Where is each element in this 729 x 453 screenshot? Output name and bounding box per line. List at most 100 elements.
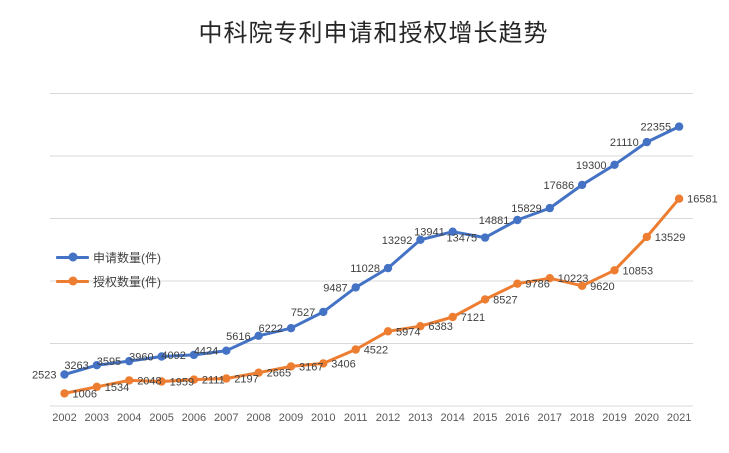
data-point-marker-0 [545,203,554,213]
data-label-0: 13475 [447,233,478,245]
x-tick-label: 2012 [376,412,400,424]
data-label-0: 7527 [291,307,315,319]
legend-item-applications: 申请数量(件) [56,245,161,269]
data-point-marker-1 [545,274,554,283]
series-line-1 [63,197,681,395]
x-tick-label: 2021 [667,412,691,424]
data-point-marker-0 [125,356,134,366]
x-tick-label: 2003 [85,412,109,424]
data-point-marker-1 [351,345,360,354]
data-label-0: 13292 [382,235,413,247]
data-point-marker-0 [642,137,651,147]
series-line-0 [63,125,681,376]
legend-item-grants: 授权数量(件) [56,269,161,293]
data-label-0: 5616 [226,331,250,343]
data-label-1: 1959 [170,377,194,389]
data-label-1: 2048 [137,375,161,387]
data-label-1: 1006 [73,388,97,400]
data-label-1: 16581 [687,194,718,206]
data-label-0: 4092 [161,350,185,362]
data-label-1: 10223 [558,273,589,285]
x-tick-label: 2020 [635,412,659,424]
data-point-marker-0 [480,233,490,242]
data-point-marker-1 [674,194,684,203]
x-tick-label: 2019 [602,412,626,424]
data-point-marker-0 [254,331,263,340]
data-label-1: 9786 [525,279,549,291]
data-point-marker-0 [383,263,393,273]
x-tick-label: 2017 [538,412,562,424]
legend-dot-icon [68,276,77,286]
legend-line-marker-grants [56,276,89,286]
data-label-1: 4522 [364,345,388,357]
data-label-1: 10853 [623,265,654,277]
legend: 申请数量(件) 授权数量(件) [56,245,161,293]
legend-dot-icon [68,252,77,262]
data-point-marker-1 [189,375,199,384]
data-label-1: 7121 [461,312,485,324]
x-tick-label: 2006 [182,412,206,424]
data-point-marker-0 [189,350,199,360]
data-label-1: 13529 [655,232,686,244]
x-tick-label: 2013 [408,412,432,424]
x-tick-label: 2009 [279,412,303,424]
data-label-1: 9620 [590,281,614,293]
chart-title: 中科院专利申请和授权增长趋势 [198,20,549,47]
data-point-marker-1 [577,281,587,290]
data-point-marker-1 [286,362,296,371]
legend-line-marker-applications [56,252,89,262]
legend-label-applications: 申请数量(件) [93,250,161,265]
data-label-0: 13941 [414,227,445,239]
x-tick-label: 2005 [149,412,173,424]
x-tick-label: 2018 [570,412,594,424]
data-point-marker-0 [92,361,102,370]
data-label-1: 2665 [267,368,291,380]
x-tick-label: 2010 [311,412,335,424]
data-point-marker-1 [157,377,166,386]
x-tick-label: 2016 [505,412,529,424]
x-tick-label: 2002 [52,412,76,424]
data-point-marker-1 [383,327,393,336]
x-tick-label: 2004 [117,412,141,424]
data-point-marker-1 [60,389,69,398]
data-label-0: 21110 [610,137,639,149]
data-label-1: 3167 [299,361,323,373]
data-label-0: 3263 [64,360,88,372]
data-label-1: 1534 [105,382,129,394]
data-point-marker-0 [351,283,360,292]
data-point-marker-1 [416,322,425,331]
data-label-0: 17686 [544,180,575,192]
data-point-marker-0 [222,346,231,355]
x-tick-label: 2015 [473,412,497,424]
x-tick-label: 2008 [246,412,270,424]
data-point-marker-0 [286,324,296,333]
data-point-marker-0 [674,122,684,131]
data-point-marker-0 [610,160,619,169]
data-point-marker-1 [642,232,651,242]
data-point-marker-0 [448,227,457,236]
data-label-0: 3960 [129,352,153,364]
data-point-marker-0 [577,180,587,190]
data-label-0: 9487 [323,282,347,294]
data-label-1: 2197 [234,374,258,386]
data-label-1: 8527 [493,294,517,306]
data-label-0: 2523 [32,370,56,382]
data-label-0: 6222 [259,323,283,335]
data-point-marker-1 [610,266,619,275]
data-point-marker-0 [60,370,69,379]
data-label-1: 6383 [428,321,452,333]
data-point-marker-1 [448,312,457,322]
data-point-marker-1 [125,376,134,385]
data-point-marker-0 [513,215,522,225]
data-label-0: 22355 [641,122,672,134]
data-point-marker-0 [319,307,328,317]
data-point-marker-1 [254,368,263,377]
data-point-marker-0 [416,235,425,244]
data-point-marker-0 [157,352,166,361]
data-label-1: 5974 [396,326,420,338]
data-label-0: 4424 [194,346,218,358]
x-tick-label: 2014 [440,412,464,424]
data-label-0: 3595 [97,356,121,368]
